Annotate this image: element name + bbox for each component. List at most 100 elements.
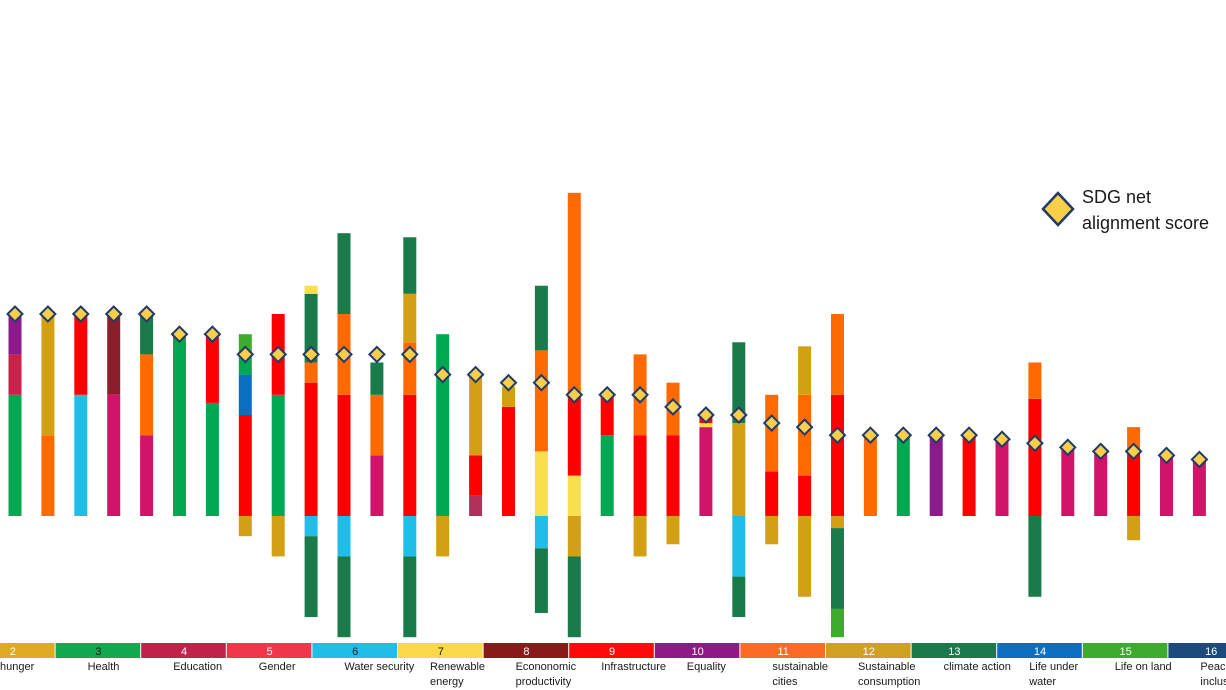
sdg-label-16-line-1: Peace and [1200,661,1226,673]
bar-18-neg-segment-2 [567,556,581,638]
sdg-label-14-line-2: water [1028,676,1056,688]
net-score-marker-34 [1091,442,1110,461]
sdg-number-2: 2 [10,646,16,658]
bar-34-pos-segment-1 [1094,451,1108,516]
sdg-label-4-line-1: Education [173,661,222,673]
net-score-marker-2 [38,305,57,323]
bar-26-neg-segment-2 [831,528,844,609]
bar-8-neg-segment-1 [238,516,252,537]
bar-13-neg-segment-2 [403,556,417,638]
bar-27-pos-segment-1 [863,435,877,516]
bar-12-pos-segment-1 [370,455,384,516]
sdg-strip-cell-3 [55,643,141,658]
sdg-strip-cell-9 [569,643,654,658]
bar-8-pos-segment-1 [238,415,252,516]
bar-23-neg-segment-1 [732,516,746,577]
net-score-marker-27 [861,426,880,445]
legend-label-line-2: alignment score [1082,213,1210,233]
net-score-marker-8 [236,345,255,364]
net-score-marker-15 [466,365,485,384]
bar-12-pos-segment-2 [370,394,384,456]
bar-30-pos-segment-1 [962,435,976,516]
bar-13-neg-segment-1 [403,516,417,557]
sdg-number-14: 14 [1034,646,1046,658]
net-score-marker-10 [302,345,321,364]
sdg-strip-cell-10 [654,643,740,658]
bar-10-pos-segment-4 [304,285,318,294]
bar-26-neg-segment-1 [831,516,844,529]
sdg-number-11: 11 [777,646,788,658]
bar-28-pos-segment-1 [896,435,910,516]
bar-5-pos-segment-2 [140,354,154,436]
bar-35-pos-segment-2 [1127,427,1141,452]
bar-9-pos-segment-1 [271,394,285,516]
legend-diamond-icon [1041,191,1075,227]
bar-10-neg-segment-2 [304,536,318,617]
bar-17-neg-segment-2 [534,548,548,613]
bar-13-pos-segment-1 [403,394,417,516]
sdg-strip-cell-15 [1082,643,1168,658]
net-score-marker-14 [433,365,452,384]
bar-3-pos-segment-1 [74,394,88,516]
net-score-marker-30 [960,426,979,445]
bars-layer [8,192,1206,638]
bar-23-pos-segment-2 [732,342,746,424]
bar-18-pos-segment-1 [567,475,581,516]
net-score-marker-31 [993,430,1011,449]
bar-20-neg-segment-1 [633,516,647,557]
bar-6-pos-segment-1 [173,334,186,516]
bar-17-pos-segment-3 [534,285,548,351]
net-score-marker-9 [269,345,288,364]
sdg-number-3: 3 [95,646,101,658]
bar-26-neg-segment-3 [831,608,844,638]
net-score-marker-13 [400,345,419,364]
bar-36-pos-segment-1 [1160,455,1173,516]
bar-26-pos-segment-1 [831,394,844,516]
bar-25-pos-segment-3 [798,346,812,395]
sdg-strip-cell-2 [0,643,55,658]
sdg-number-8: 8 [523,646,529,658]
sdg-label-6-line-1: Water security [344,661,414,673]
net-score-marker-32 [1025,434,1044,453]
sdg-strip-cell-11 [740,643,825,658]
bar-14-pos-segment-1 [436,334,450,516]
bar-15-pos-segment-1 [469,495,483,516]
sdg-number-15: 15 [1119,646,1131,658]
bar-31-pos-segment-1 [995,439,1009,516]
bar-24-pos-segment-1 [765,471,779,516]
bar-5-pos-segment-3 [140,314,154,355]
net-score-marker-3 [71,305,90,323]
bar-23-pos-segment-1 [732,423,746,516]
net-score-marker-35 [1124,442,1143,461]
bar-10-pos-segment-2 [304,362,318,383]
net-score-marker-1 [6,305,24,323]
net-score-marker-23 [729,406,748,424]
bar-11-pos-segment-3 [337,233,351,314]
sdg-label-13-line-1: climate action [944,661,1011,673]
bar-7-pos-segment-2 [205,334,219,403]
bar-4-pos-segment-2 [107,314,121,395]
sdg-label-12-line-1: Sustainable [858,661,916,673]
sdg-strip-cell-8 [483,643,569,658]
sdg-number-9: 9 [609,646,615,658]
sdg-number-7: 7 [438,646,444,658]
bar-19-pos-segment-1 [600,435,614,516]
bar-2-pos-segment-1 [41,435,55,516]
bar-18-pos-segment-3 [567,192,581,395]
bar-17-neg-segment-1 [534,516,548,549]
markers-layer [6,305,1209,469]
sdg-strip-cell-16 [1168,643,1226,658]
bar-20-pos-segment-1 [633,435,647,516]
bar-9-neg-segment-1 [271,516,285,557]
sdg-label-7-line-1: Renewable [430,661,485,673]
bar-18-neg-segment-1 [567,516,581,557]
bar-14-neg-segment-1 [436,516,450,557]
net-score-marker-5 [137,305,156,323]
bar-24-pos-segment-2 [765,394,779,472]
sdg-number-10: 10 [691,646,703,658]
sdg-number-16: 16 [1205,646,1217,658]
net-score-marker-7 [203,325,222,344]
net-score-marker-16 [499,373,518,392]
bar-10-pos-segment-3 [304,293,318,363]
legend-label-line-1: SDG net [1082,187,1152,207]
